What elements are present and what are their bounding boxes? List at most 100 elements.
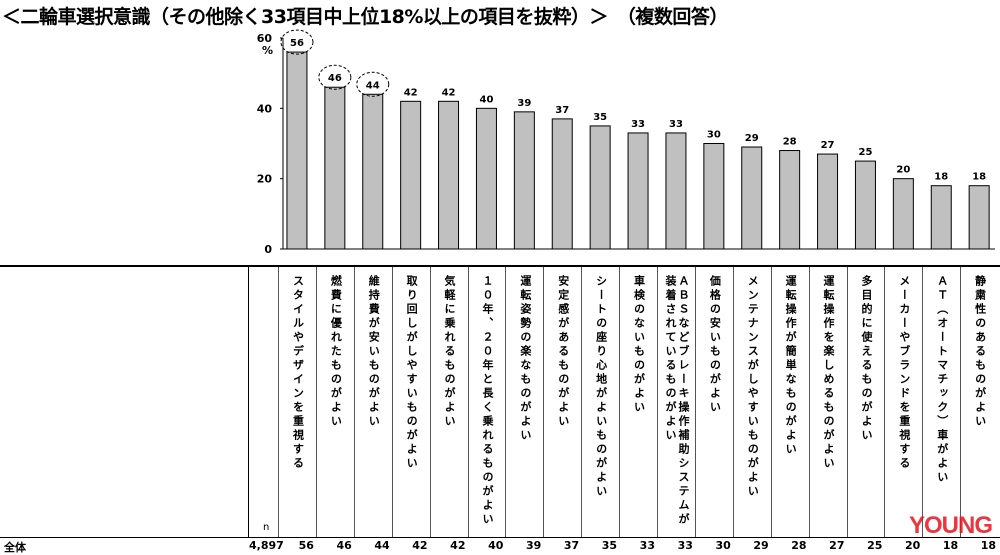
highlight-circle xyxy=(356,71,390,97)
data-label: 30 xyxy=(707,130,721,141)
bar xyxy=(589,125,611,250)
category-label: 価格の安いものがよい xyxy=(708,275,722,415)
category-label: 静粛性のあるものがよい xyxy=(973,275,987,429)
table-value: 42 xyxy=(412,539,428,552)
data-label: 37 xyxy=(555,105,569,116)
bar xyxy=(551,118,573,250)
category-column: 静粛性のあるものがよい 18 xyxy=(960,267,999,552)
bar xyxy=(703,143,725,250)
category-label: 気軽に乗れるものがよい xyxy=(443,275,457,429)
table-value: 30 xyxy=(715,539,731,552)
table-value: 42 xyxy=(450,539,466,552)
category-label: ＡＴ（オートマチック）車がよい xyxy=(935,275,949,485)
category-label: 維持費が安いものがよい xyxy=(367,275,381,429)
table-value: 44 xyxy=(374,539,390,552)
table-value: 18 xyxy=(980,539,997,552)
data-label: 46 xyxy=(328,73,342,84)
category-label: 燃費に優れたものがよい xyxy=(329,275,343,429)
category-label: シートの座り心地がよいものがよい xyxy=(594,275,608,499)
category-column: 車検のないものがよい 33 xyxy=(619,267,658,552)
data-label: 28 xyxy=(783,137,797,148)
data-label: 18 xyxy=(934,172,948,183)
chart-title: ＜二輪車選択意識（その他除く33項目中上位18%以上の項目を抜粋）＞ （複数回答… xyxy=(2,6,728,28)
data-label: 39 xyxy=(517,98,531,109)
data-label: 42 xyxy=(404,87,418,98)
bar xyxy=(324,86,346,250)
table-value: 40 xyxy=(488,539,504,552)
category-label: 車検のないものがよい xyxy=(632,275,646,415)
watermark-logo: YOUNG xyxy=(908,512,993,539)
bar xyxy=(627,132,649,250)
row-divider xyxy=(0,537,1000,538)
category-label: 多目的に使えるものがよい xyxy=(859,275,873,443)
bar xyxy=(817,153,839,250)
bar xyxy=(779,150,801,250)
table-value: 39 xyxy=(525,539,542,552)
table-value: 29 xyxy=(753,539,769,552)
category-label: 運転操作を楽しめるものがよい xyxy=(822,275,836,471)
category-column: 気軽に乗れるものがよい 42 xyxy=(429,267,469,552)
table-value: 56 xyxy=(298,539,314,552)
bar xyxy=(400,100,422,250)
category-column: メンテナンスがしやすいものがよい 29 xyxy=(732,267,772,552)
category-label: 運転姿勢の楽なものがよい xyxy=(518,275,532,443)
n-column: n 4,897 xyxy=(248,267,284,552)
bar xyxy=(854,160,876,250)
category-column: ＡＴ（オートマチック）車がよい 18 xyxy=(922,267,961,552)
data-label: 18 xyxy=(972,172,986,183)
y-tick-label: 0 xyxy=(264,243,272,256)
data-label: 33 xyxy=(669,119,683,130)
category-column: メーカーやブランドを重視する 20 xyxy=(884,267,923,552)
category-column: 多目的に使えるものがよい 25 xyxy=(846,267,886,552)
bar-chart: 0 20 40 60% 56 46 44 42 42 40 39 37 35 33 33 30 29 28 27 25… xyxy=(257,29,995,256)
data-label: 25 xyxy=(858,147,872,158)
bar xyxy=(892,178,914,250)
table-value: 33 xyxy=(677,539,693,552)
bar xyxy=(741,146,763,250)
y-tick-label: 20 xyxy=(257,173,273,186)
table-value: 33 xyxy=(639,539,655,552)
row-label: 全体 xyxy=(4,541,26,554)
data-label: 29 xyxy=(745,133,759,144)
category-column: 運転姿勢の楽なものがよい 39 xyxy=(505,267,544,552)
table-value: 37 xyxy=(563,539,580,552)
category-label: メーカーやブランドを重視する xyxy=(897,275,911,471)
data-label: 27 xyxy=(821,140,835,151)
data-label: 20 xyxy=(896,165,910,176)
category-column: シートの座り心地がよいものがよい 35 xyxy=(581,267,620,552)
table-value: 25 xyxy=(867,539,883,552)
bar xyxy=(438,100,460,250)
data-label: 33 xyxy=(631,119,645,130)
table-value: 28 xyxy=(791,539,807,552)
bar xyxy=(475,107,497,250)
category-column: ＡＢＳなどブレーキ操作補助システムが装着されているものがよい 33 xyxy=(657,267,696,552)
category-column: 安定感があるものがよい 37 xyxy=(543,267,582,552)
data-label: 44 xyxy=(366,80,380,91)
table-value: 35 xyxy=(601,539,618,552)
n-value: 4,897 xyxy=(249,539,284,552)
data-label: 40 xyxy=(479,94,493,105)
category-column: 運転操作を楽しめるものがよい 27 xyxy=(808,267,848,552)
highlight-circle xyxy=(318,64,352,90)
category-column: 維持費が安いものがよい 44 xyxy=(353,267,393,552)
n-header: n xyxy=(263,522,270,533)
bar xyxy=(930,185,952,250)
data-table: 全体 n 4,897 スタイルやデザインを重視する 56 燃費に優れたものがよい 46… xyxy=(0,265,1000,554)
category-label: 安定感があるものがよい xyxy=(556,275,570,429)
y-tick-label: 40 xyxy=(257,102,273,115)
category-column: 燃費に優れたものがよい 46 xyxy=(315,267,355,552)
category-label: メンテナンスがしやすいものがよい xyxy=(746,275,760,499)
category-label: 取り回しがしやすいものがよい xyxy=(405,275,419,471)
bar xyxy=(513,111,535,250)
bar xyxy=(362,93,384,250)
table-value: 27 xyxy=(829,539,845,552)
category-column: １０年、２０年と長く乗れるものがよい 40 xyxy=(467,267,507,552)
category-label: スタイルやデザインを重視する xyxy=(291,275,305,471)
category-column: スタイルやデザインを重視する 56 xyxy=(278,267,317,552)
category-column: 取り回しがしやすいものがよい 42 xyxy=(391,267,431,552)
highlight-circle xyxy=(280,29,314,55)
bar xyxy=(286,51,308,250)
category-label: ＡＢＳなどブレーキ操作補助システムが装着されているものがよい xyxy=(663,275,690,527)
table-value: 20 xyxy=(904,539,921,552)
table-value: 18 xyxy=(942,539,959,552)
